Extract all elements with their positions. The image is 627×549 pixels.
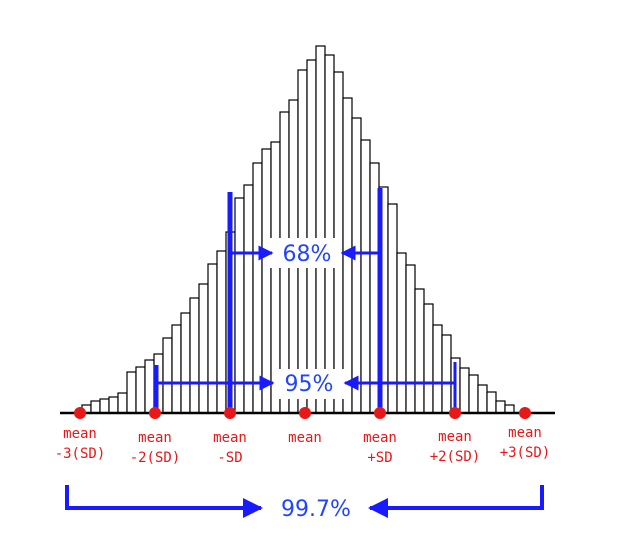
histogram-bar xyxy=(198,283,209,414)
axis-label-line2: +2(SD) xyxy=(430,449,481,465)
histogram-bar xyxy=(180,312,191,414)
histogram-bar xyxy=(144,359,155,414)
sd-point xyxy=(519,407,531,419)
histogram-bar xyxy=(441,334,452,414)
histogram-bar xyxy=(432,324,443,414)
axis-label-line1: mean xyxy=(138,430,172,446)
histogram-bar xyxy=(234,197,245,414)
histogram-bar xyxy=(162,337,173,414)
interval-brackets: 68% 95% 99.7% xyxy=(65,188,544,522)
bracket-997-left xyxy=(65,485,263,518)
x-axis xyxy=(60,407,555,419)
histogram-bar xyxy=(171,324,182,414)
histogram-bar xyxy=(477,384,488,414)
axis-label-line1: mean xyxy=(363,430,397,446)
axis-label-line1: mean xyxy=(438,429,472,445)
histogram-bar xyxy=(495,400,506,414)
axis-label-line2: +SD xyxy=(367,450,392,466)
histogram-bar xyxy=(405,264,416,414)
axis-label-line2: -2(SD) xyxy=(130,450,181,466)
interval-label: 99.7% xyxy=(281,497,351,522)
histogram-bars xyxy=(81,45,515,414)
histogram-bar xyxy=(216,250,227,414)
histogram-bar xyxy=(414,288,425,414)
histogram-bar xyxy=(306,59,317,414)
histogram-bar xyxy=(351,117,362,414)
bracket-997-right xyxy=(368,485,544,518)
histogram-bar xyxy=(243,184,254,414)
histogram-bar xyxy=(261,148,272,414)
histogram-bar xyxy=(207,263,218,414)
histogram-bar xyxy=(324,54,335,414)
histogram-bar xyxy=(423,303,434,414)
histogram-bar xyxy=(468,374,479,414)
histogram-bar xyxy=(189,297,200,414)
histogram-bar xyxy=(360,139,371,414)
axis-label-line2: -3(SD) xyxy=(55,446,106,462)
axis-label-line2: +3(SD) xyxy=(500,445,551,461)
sd-point xyxy=(374,407,386,419)
interval-label: 95% xyxy=(285,372,334,397)
sd-point xyxy=(149,407,161,419)
histogram-bar xyxy=(90,400,101,414)
histogram-bar xyxy=(396,252,407,414)
axis-label-line1: mean xyxy=(508,425,542,441)
sd-point xyxy=(74,407,86,419)
histogram-bar xyxy=(135,366,146,414)
histogram-bar xyxy=(117,392,128,414)
sd-point xyxy=(299,407,311,419)
sd-point xyxy=(449,407,461,419)
axis-labels: mean -3(SD) mean -2(SD) mean -SD mean mean +SD me… xyxy=(55,425,551,466)
label-95-background xyxy=(272,369,344,399)
histogram-bar xyxy=(99,398,110,414)
axis-label-line1: mean xyxy=(288,430,322,446)
axis-label-line1: mean xyxy=(63,426,97,442)
histogram-bar xyxy=(126,371,137,414)
histogram-bar xyxy=(315,45,326,414)
axis-label-line2: -SD xyxy=(217,450,242,466)
histogram-bar xyxy=(252,162,263,414)
histogram-bar xyxy=(342,97,353,414)
histogram-bar xyxy=(108,396,119,414)
label-68-background xyxy=(270,238,342,268)
axis-label-line1: mean xyxy=(213,430,247,446)
sd-point xyxy=(224,407,236,419)
histogram-bar xyxy=(486,391,497,414)
interval-label: 68% xyxy=(283,242,332,267)
histogram-bar xyxy=(459,367,470,414)
